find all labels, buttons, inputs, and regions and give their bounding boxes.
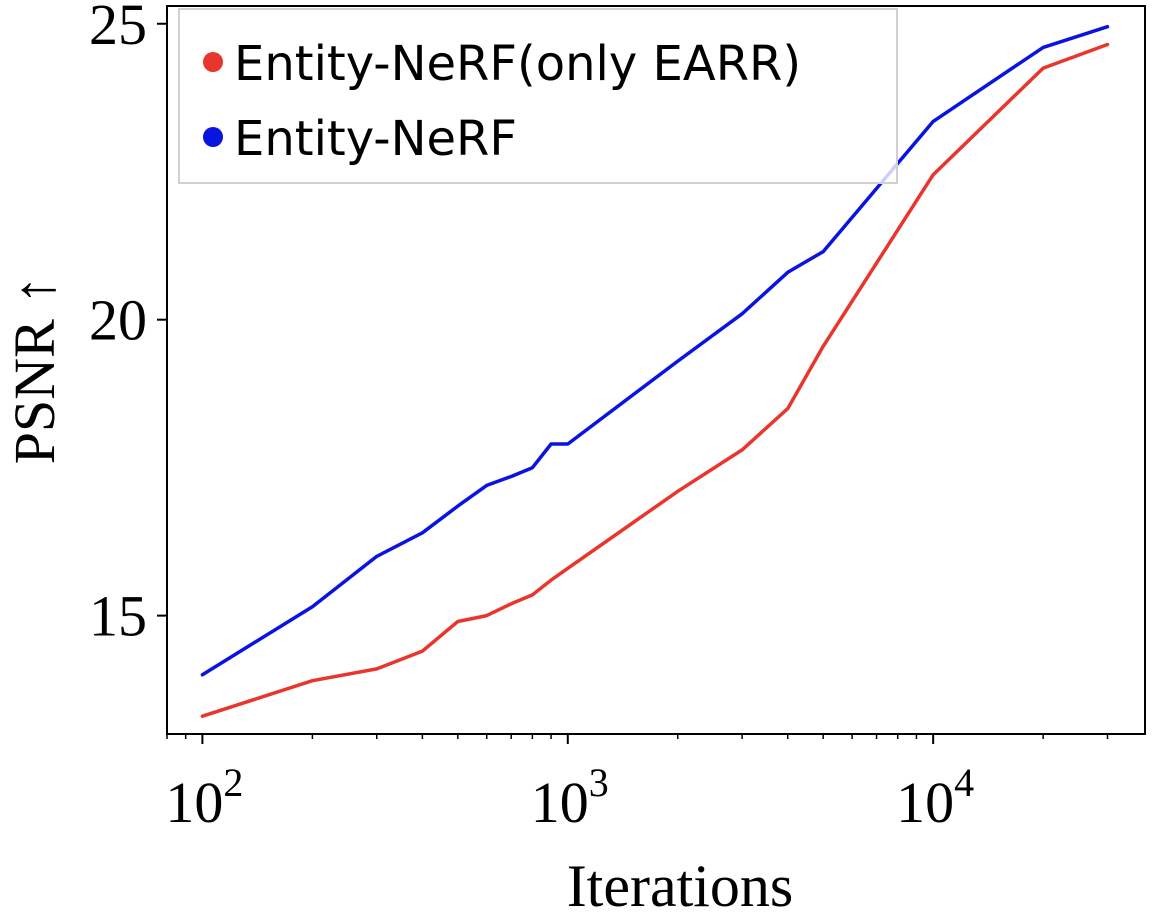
legend: Entity-NeRF(only EARR) Entity-NeRF <box>178 8 898 184</box>
plot-frame <box>166 5 1146 735</box>
x-tick-label: 104 <box>896 760 974 835</box>
x-axis-label: Iterations <box>567 853 794 919</box>
legend-label-1: Entity-NeRF <box>234 111 517 167</box>
legend-label-0: Entity-NeRF(only EARR) <box>234 36 801 92</box>
series-line-0 <box>200 42 1110 718</box>
series-line-1 <box>200 24 1110 677</box>
y-tick-label: 20 <box>89 288 147 353</box>
y-tick-label: 15 <box>89 584 147 649</box>
y-tick-label: 25 <box>89 0 147 57</box>
axis-ticks: 102 103 104 15 20 25 <box>89 0 1109 835</box>
y-axis-label: PSNR ↑ <box>2 276 67 465</box>
x-tick-label: 102 <box>165 760 243 835</box>
x-tick-label: 103 <box>531 760 609 835</box>
series-lines <box>200 24 1110 718</box>
legend-marker-1 <box>203 127 223 147</box>
legend-marker-0 <box>203 52 223 72</box>
legend-box <box>178 8 898 184</box>
